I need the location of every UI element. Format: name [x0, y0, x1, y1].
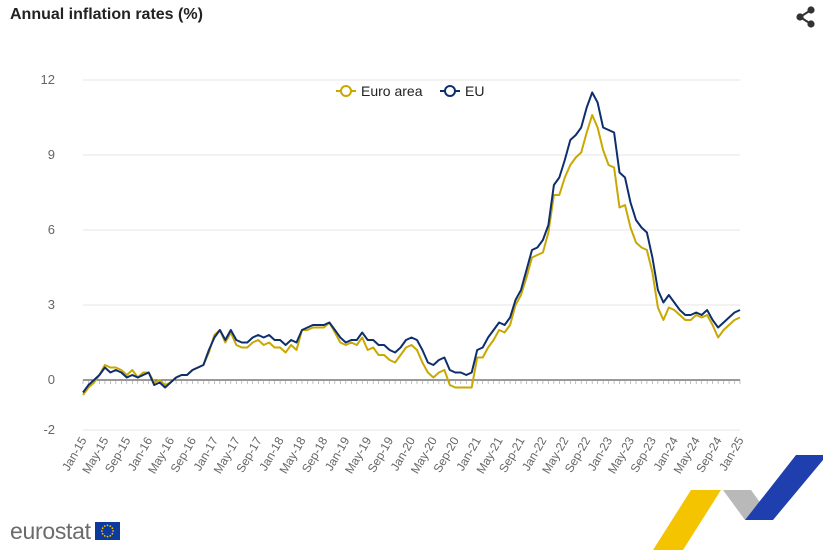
gridlines	[83, 79, 740, 431]
chart-title: Annual inflation rates (%)	[10, 6, 203, 23]
x-axis: Jan-15May-15Sep-15Jan-16May-16Sep-16Jan-…	[59, 379, 747, 476]
series-line-eu[interactable]	[82, 91, 741, 394]
flag-star	[111, 530, 114, 532]
share-icon[interactable]	[793, 4, 819, 30]
y-tick-label: 0	[48, 372, 55, 387]
inflation-line-chart: -2 0 3 6 9 12 Jan-15May-15Sep-15Jan-16May-16S…	[41, 72, 747, 476]
flag-star	[109, 525, 111, 528]
series-lines	[82, 91, 741, 396]
legend-item-eu[interactable]: EU	[440, 83, 484, 99]
y-tick-label: 12	[41, 72, 55, 87]
flag-star	[111, 532, 113, 535]
y-tick-label: 6	[48, 222, 55, 237]
legend[interactable]: Euro area EU	[336, 83, 484, 99]
legend-label: EU	[465, 83, 484, 99]
deco-blue-stripe	[745, 455, 823, 520]
y-tick-label: 3	[48, 297, 55, 312]
deco-yellow-stripe	[653, 490, 721, 550]
legend-item-euro-area[interactable]: Euro area	[336, 83, 423, 99]
logo-text: eurostat	[10, 517, 91, 544]
flag-star	[109, 534, 111, 537]
y-tick-label: 9	[48, 147, 55, 162]
flag-star	[111, 527, 113, 530]
flag-star	[106, 535, 109, 538]
legend-label: Euro area	[361, 83, 423, 99]
decorative-stripes	[653, 455, 823, 550]
legend-marker	[444, 85, 456, 97]
legend-marker	[340, 85, 352, 97]
flag-star	[101, 532, 104, 535]
y-axis-tick-labels: -2 0 3 6 9 12	[41, 72, 55, 437]
flag-star	[100, 530, 103, 532]
flag-star	[103, 534, 106, 537]
y-tick-label: -2	[43, 422, 55, 437]
flag-star	[106, 524, 109, 527]
flag-star	[103, 525, 106, 528]
eu-flag-icon	[94, 522, 120, 540]
flag-star	[101, 527, 104, 530]
series-line-euro-area[interactable]	[82, 114, 741, 396]
eurostat-logo: eurostat	[10, 518, 120, 544]
